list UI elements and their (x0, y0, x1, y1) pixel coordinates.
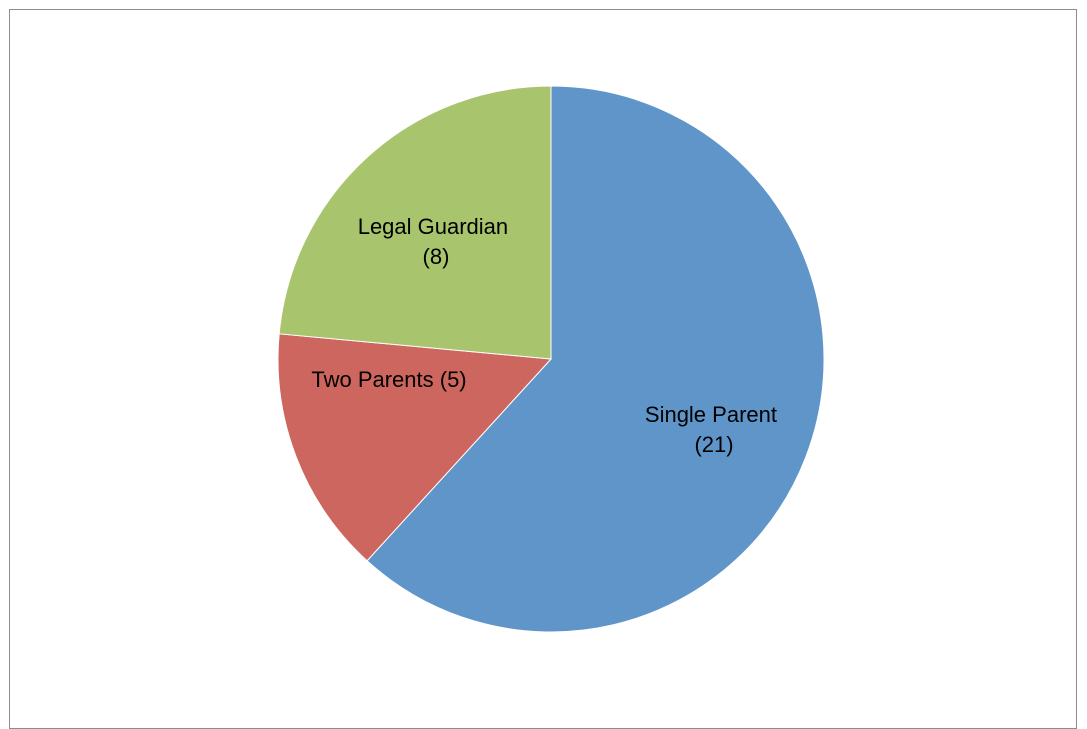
label-two-parents: Two Parents (5) (311, 367, 466, 392)
label-legal-guardian: Legal Guardian (8) (358, 214, 515, 269)
pie-slices (277, 85, 825, 633)
label-legal-guardian-line-1: Legal Guardian (358, 214, 508, 239)
label-single-parent-line-2: (21) (694, 432, 733, 457)
label-single-parent-line-1: Single Parent (645, 402, 777, 427)
pie-labels: Single Parent (21) Two Parents (5) Legal… (311, 214, 783, 457)
pie-chart: Single Parent (21) Two Parents (5) Legal… (277, 85, 825, 633)
slice-legal-guardian (278, 85, 552, 360)
slice-two-parents (277, 333, 553, 562)
label-single-parent: Single Parent (21) (645, 402, 783, 457)
label-two-parents-line-1: Two Parents (5) (311, 367, 466, 392)
slice-single-parent (366, 85, 825, 633)
label-legal-guardian-line-2: (8) (423, 244, 450, 269)
